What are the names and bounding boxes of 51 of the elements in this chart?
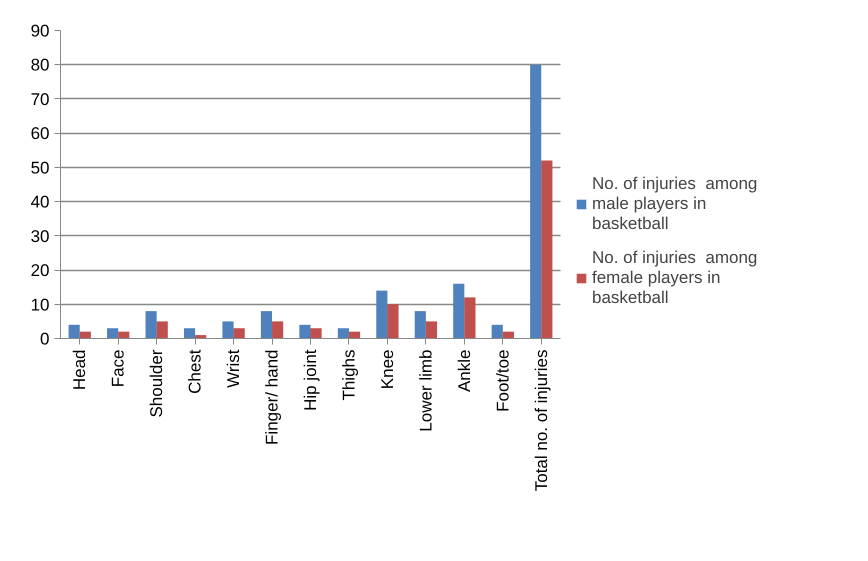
y-tick-label: 0 — [40, 330, 50, 348]
bar — [348, 332, 360, 338]
legend-label: No. of injuries among female players in basketball — [592, 248, 758, 308]
bar — [387, 304, 399, 338]
x-tick-label: Hip joint — [301, 349, 320, 411]
y-tick-label: 30 — [30, 226, 50, 246]
bar — [453, 284, 464, 338]
bar — [426, 321, 438, 338]
bar — [541, 160, 552, 338]
bar — [338, 328, 349, 338]
bar — [299, 324, 310, 338]
bar — [146, 311, 157, 338]
bar — [222, 321, 234, 338]
y-tick-label: 90 — [30, 22, 50, 40]
x-tick-label: Face — [108, 349, 128, 388]
bar — [234, 328, 245, 338]
bar — [260, 311, 272, 338]
x-tick-label: Lower limb — [416, 349, 436, 432]
y-tick-label: 80 — [30, 56, 50, 75]
bar — [492, 324, 503, 338]
x-tick-label: Knee — [378, 350, 397, 390]
bar — [68, 324, 80, 338]
bar — [184, 328, 196, 338]
bar — [195, 335, 206, 338]
bar — [502, 332, 514, 338]
bar — [80, 332, 91, 338]
x-tick-label: Ankle — [454, 349, 474, 392]
x-tick-label: Chest — [186, 349, 205, 394]
bar — [272, 321, 284, 338]
bar — [107, 328, 118, 338]
y-tick-label: 60 — [30, 124, 50, 144]
bar — [530, 64, 542, 338]
y-tick-label: 70 — [30, 90, 50, 109]
x-tick-label: Head — [70, 350, 90, 390]
x-tick-label: Wrist — [224, 349, 244, 388]
legend-label: No. of injuries among male players in basketball — [592, 174, 758, 234]
bar — [376, 290, 388, 338]
bar — [118, 332, 130, 338]
bar — [156, 321, 168, 338]
x-tick-label: Foot/toe — [493, 349, 512, 412]
bar — [464, 297, 476, 338]
x-tick-label: Shoulder — [147, 349, 166, 418]
x-tick-label: Total no. of injuries — [532, 349, 551, 492]
y-tick-label: 40 — [30, 192, 50, 212]
bar — [310, 328, 322, 338]
x-tick-label: Thighs — [339, 349, 358, 401]
y-tick-label: 10 — [30, 295, 50, 314]
y-tick-label: 50 — [30, 158, 50, 178]
bar — [414, 311, 426, 338]
y-tick-label: 20 — [30, 261, 50, 280]
x-tick-label: Finger/ hand — [262, 350, 282, 445]
